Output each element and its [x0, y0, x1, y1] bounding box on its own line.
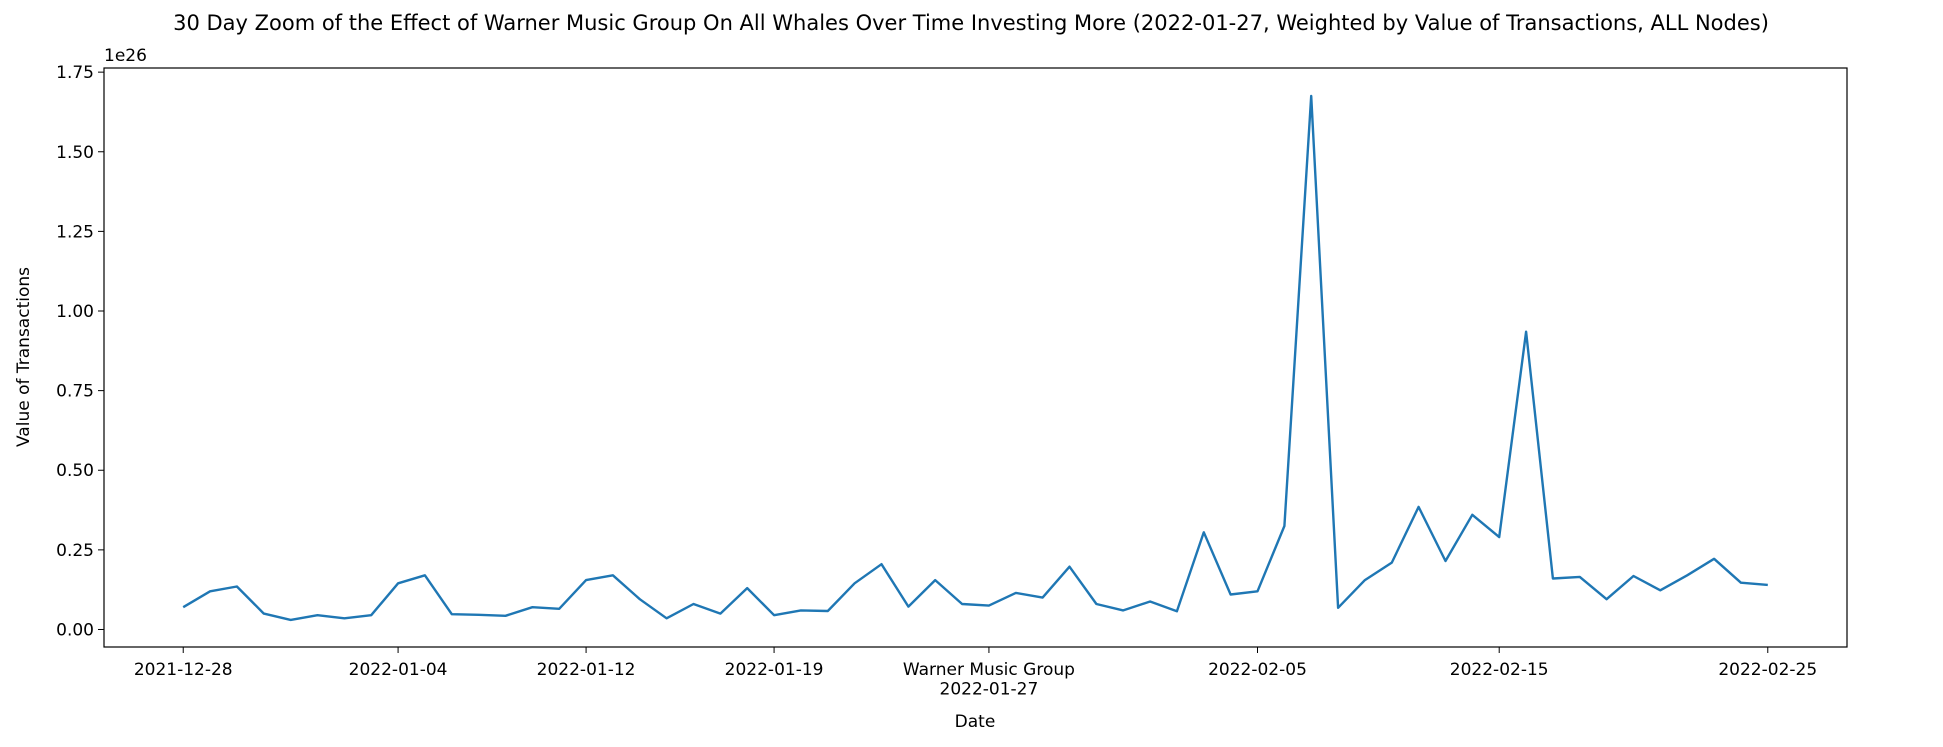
x-tick-label: Warner Music Group 2022-01-27 [903, 660, 1075, 700]
plot-frame [103, 67, 1848, 648]
y-tick-label: 1.75 [56, 63, 94, 83]
x-tick-label: 2022-02-25 [1718, 660, 1817, 680]
x-tick-label: 2022-01-04 [349, 660, 448, 680]
x-tick-label: 2022-01-12 [537, 660, 636, 680]
y-tick-label: 1.50 [56, 143, 94, 163]
y-offset-label: 1e26 [104, 46, 147, 66]
x-tick-label: 2021-12-28 [134, 660, 233, 680]
y-tick-label: 0.00 [56, 620, 94, 640]
y-tick-label: 1.00 [56, 302, 94, 322]
y-tick-label: 0.75 [56, 382, 94, 402]
chart-title: 30 Day Zoom of the Effect of Warner Musi… [173, 11, 1769, 35]
x-tick-label: 2022-02-15 [1450, 660, 1549, 680]
x-axis-label: Date [955, 712, 996, 732]
y-tick-label: 0.25 [56, 541, 94, 561]
x-tick-label: 2022-01-19 [725, 660, 824, 680]
y-tick-label: 0.50 [56, 461, 94, 481]
data-line [182, 94, 1768, 622]
y-axis-label: Value of Transactions [14, 267, 34, 447]
y-tick-label: 1.25 [56, 222, 94, 242]
x-tick-label: 2022-02-05 [1208, 660, 1307, 680]
